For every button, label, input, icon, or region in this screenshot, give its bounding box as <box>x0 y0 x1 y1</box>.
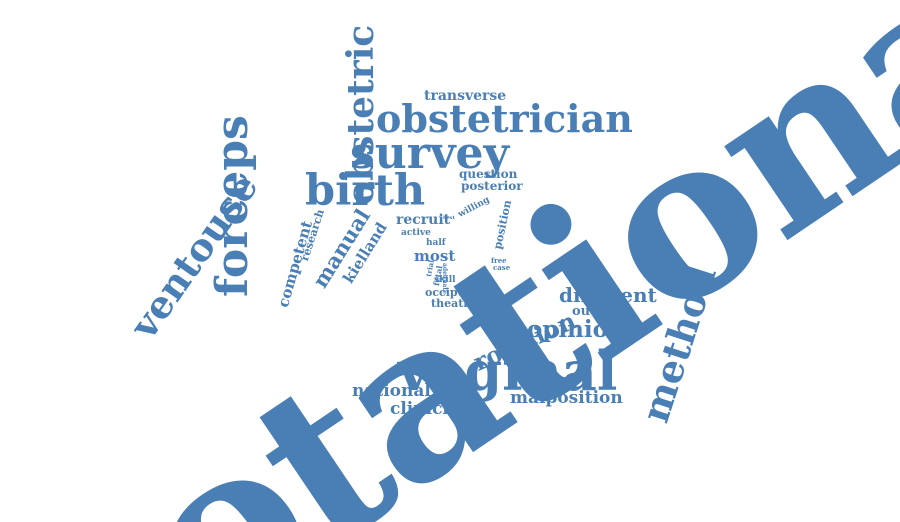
word-vaginal: vaginal <box>398 339 618 403</box>
word-posterior: posterior <box>461 179 523 193</box>
word-transverse: transverse <box>424 88 507 104</box>
word-case: case <box>493 263 511 272</box>
word-question: question <box>459 167 518 181</box>
word-half: half <box>426 238 446 248</box>
word-best: best <box>443 215 455 221</box>
word-malposition: malposition <box>510 388 623 408</box>
word-obstetric: obstetric <box>340 24 382 205</box>
word-recruit: recruit <box>396 212 451 228</box>
word-most: most <box>414 247 456 265</box>
word-occiput: occiput <box>425 286 471 299</box>
word-outcome: outcome <box>572 304 635 319</box>
word-adequate: adequate <box>441 263 448 294</box>
word-birth: birth <box>305 166 426 216</box>
word-obstetrician: obstetrician <box>376 96 633 141</box>
word-different: different <box>559 283 657 307</box>
word-trial: trial <box>424 259 436 278</box>
word-national: national <box>352 381 431 401</box>
word-theatre: theatre <box>431 297 477 310</box>
word-skill: skill <box>434 275 456 285</box>
word-clinician: clinician <box>390 399 473 419</box>
word-active: active <box>401 228 431 238</box>
word-opinion: opinion <box>527 316 625 343</box>
word-free: free <box>491 256 507 265</box>
word-survey: survey <box>350 128 510 179</box>
